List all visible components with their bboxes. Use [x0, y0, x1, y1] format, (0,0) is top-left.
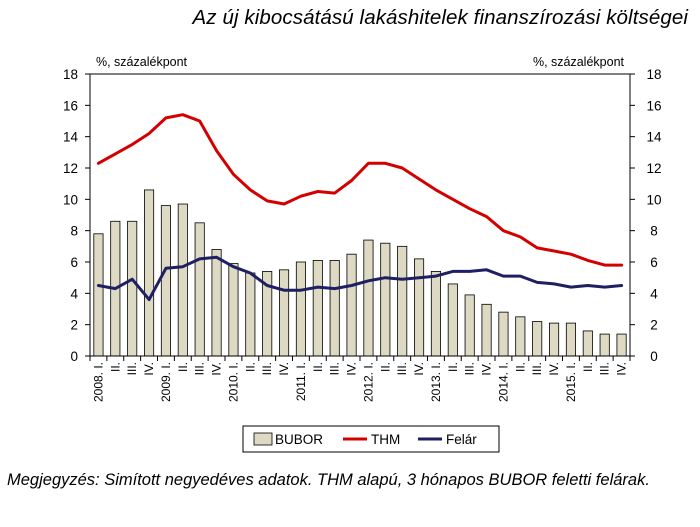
- bar-bubor-14: [329, 260, 340, 357]
- y-tick-label-right: 8: [650, 224, 658, 239]
- bar-bubor-3: [144, 189, 155, 357]
- bar-bubor-26: [532, 321, 543, 357]
- line-thm: [96, 113, 624, 267]
- bar-bubor-30: [599, 333, 610, 357]
- x-tick-label: IV.: [277, 362, 291, 376]
- y-tick-label-left: 14: [63, 130, 79, 145]
- bar-bubor-29: [582, 330, 593, 357]
- x-tick-label: IV.: [142, 362, 156, 376]
- y-tick-label-left: 8: [70, 224, 78, 239]
- x-tick-label: IV.: [345, 362, 359, 376]
- bar-bubor-23: [481, 303, 492, 357]
- bar-bubor-2: [127, 220, 138, 357]
- y-tick-label-left: 18: [63, 67, 78, 82]
- bar-bubor-27: [549, 322, 560, 357]
- bar-bubor-17: [380, 242, 391, 357]
- y-tick-label-left: 6: [70, 255, 78, 270]
- footnote: Megjegyzés: Simított negyedéves adatok. …: [7, 471, 650, 489]
- bar-bubor-22: [464, 294, 475, 357]
- y-tick-label-left: 2: [70, 318, 78, 333]
- x-tick-label: II.: [176, 362, 190, 372]
- x-tick-label: 2015. I.: [564, 362, 578, 402]
- bar-bubor-13: [312, 260, 323, 357]
- x-tick-label: II.: [513, 362, 527, 372]
- x-tick-label: III.: [328, 362, 342, 375]
- x-tick-label: IV.: [210, 362, 224, 376]
- bar-bubor-8: [228, 263, 239, 357]
- bar-bubor-5: [177, 203, 188, 357]
- x-tick-label: III.: [125, 362, 139, 375]
- y-axis-label-left: %, százalékpont: [96, 55, 188, 69]
- x-tick-label: II.: [378, 362, 392, 372]
- y-tick-label-right: 18: [646, 67, 661, 82]
- bar-bubor-18: [397, 245, 408, 357]
- legend-box: [242, 425, 500, 453]
- y-tick-label-right: 10: [646, 192, 661, 207]
- x-tick-label: III.: [463, 362, 477, 375]
- bar-bubor-6: [194, 222, 205, 357]
- bar-bubor-24: [498, 311, 509, 357]
- bar-bubor-20: [430, 270, 441, 357]
- bar-bubor-0: [93, 233, 104, 357]
- x-tick-label: 2011. I.: [294, 362, 308, 401]
- x-tick-label: II.: [311, 362, 325, 372]
- x-tick-label: II.: [581, 362, 595, 372]
- bar-bubor-28: [565, 322, 576, 357]
- bar-bubor-15: [346, 253, 357, 357]
- x-tick-label: IV.: [615, 362, 629, 376]
- y-tick-label-left: 12: [63, 161, 78, 176]
- y-tick-label-left: 0: [70, 349, 78, 364]
- x-tick-label: IV.: [412, 362, 426, 376]
- y-tick-label-right: 12: [646, 161, 661, 176]
- x-tick-label: 2009. I.: [159, 362, 173, 402]
- bar-bubor-7: [211, 249, 222, 357]
- x-tick-label: 2013. I.: [429, 362, 443, 402]
- y-tick-label-right: 2: [650, 318, 658, 333]
- y-tick-label-right: 14: [646, 130, 662, 145]
- line-felr: [96, 255, 624, 302]
- x-tick-label: II.: [108, 362, 122, 372]
- bar-bubor-25: [515, 316, 526, 357]
- legend: BUBOR THM Felár: [242, 425, 500, 453]
- x-tick-label: 2008. I.: [91, 362, 105, 402]
- y-tick-label-right: 16: [646, 98, 661, 113]
- y-tick-label-right: 4: [650, 286, 658, 301]
- legend-swatch-bubor: [253, 432, 273, 446]
- y-axis-label-right: %, százalékpont: [533, 55, 625, 69]
- x-tick-label: IV.: [480, 362, 494, 376]
- x-tick-label: 2014. I.: [496, 362, 510, 402]
- x-tick-label: III.: [395, 362, 409, 375]
- legend-label-felar: Felár: [446, 432, 477, 447]
- x-tick-label: IV.: [547, 362, 561, 376]
- y-tick-label-left: 16: [63, 98, 78, 113]
- bar-bubor-9: [245, 272, 256, 357]
- legend-label-thm: THM: [371, 432, 400, 447]
- bar-bubor-16: [363, 239, 374, 357]
- bar-bubor-4: [160, 205, 171, 357]
- bar-bubor-31: [616, 333, 627, 357]
- y-tick-label-left: 4: [70, 286, 78, 301]
- x-tick-label: III.: [193, 362, 207, 375]
- x-tick-label: III.: [530, 362, 544, 375]
- y-tick-label-right: 0: [650, 349, 658, 364]
- bar-bubor-19: [414, 258, 425, 357]
- x-tick-label: II.: [243, 362, 257, 372]
- bar-bubor-21: [447, 283, 458, 357]
- x-tick-label: II.: [446, 362, 460, 372]
- y-tick-label-left: 10: [63, 192, 78, 207]
- x-tick-label: III.: [260, 362, 274, 375]
- x-tick-label: 2010. I.: [226, 362, 240, 402]
- chart-title: Az új kibocsátású lakáshitelek finanszír…: [192, 6, 688, 29]
- x-tick-label: III.: [598, 362, 612, 375]
- bar-bubor-11: [279, 269, 290, 357]
- x-tick-label: 2012. I.: [361, 362, 375, 402]
- bar-bubor-12: [295, 261, 306, 357]
- legend-label-bubor: BUBOR: [275, 432, 323, 447]
- y-tick-label-right: 6: [650, 255, 658, 270]
